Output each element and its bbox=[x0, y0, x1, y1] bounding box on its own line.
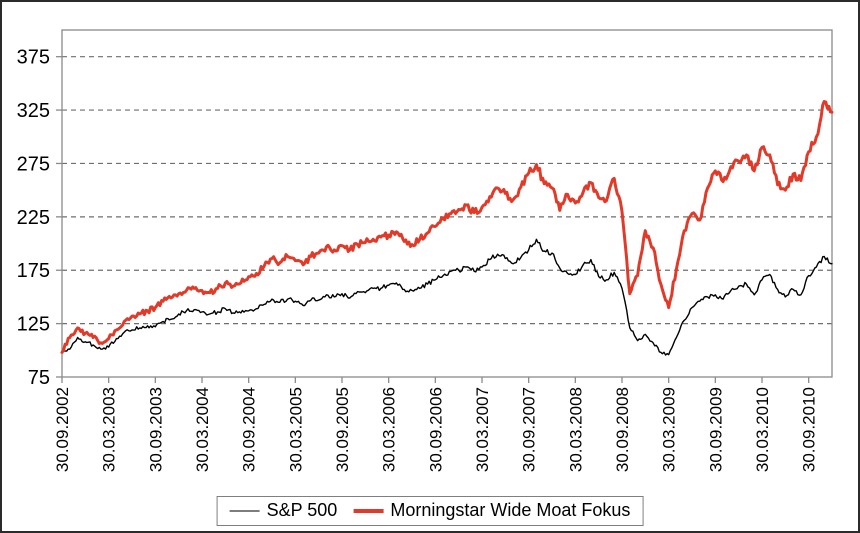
y-tick-label: 325 bbox=[17, 100, 50, 122]
x-tick-label: 30.03.2004 bbox=[193, 387, 212, 472]
y-tick-label: 75 bbox=[28, 367, 50, 389]
x-tick-label: 30.03.2003 bbox=[100, 387, 119, 472]
x-tick-label: 30.03.2005 bbox=[286, 387, 305, 472]
legend-label-sp500: S&P 500 bbox=[266, 500, 338, 520]
x-tick-label: 30.09.2005 bbox=[333, 387, 352, 472]
y-tick-label: 375 bbox=[17, 47, 50, 69]
legend-label-moat: Morningstar Wide Moat Fokus bbox=[390, 500, 631, 520]
legend-item-sp500: S&P 500 bbox=[229, 500, 338, 521]
y-tick-label: 275 bbox=[17, 153, 50, 175]
moat-line bbox=[60, 100, 834, 354]
x-tick-label: 30.03.2008 bbox=[566, 387, 585, 472]
x-tick-label: 30.03.2006 bbox=[380, 387, 399, 472]
sp500-line-sample-icon bbox=[229, 509, 260, 512]
x-tick-label: 30.03.2010 bbox=[753, 387, 772, 472]
sp500-line bbox=[61, 238, 833, 356]
y-tick-label: 125 bbox=[17, 314, 50, 336]
x-tick-label: 30.09.2010 bbox=[800, 387, 819, 472]
x-tick-label: 30.09.2009 bbox=[706, 387, 725, 472]
y-tick-label: 225 bbox=[17, 207, 50, 229]
x-tick-label: 30.09.2007 bbox=[520, 387, 539, 472]
x-tick-label: 30.03.2009 bbox=[660, 387, 679, 472]
y-tick-label: 175 bbox=[17, 260, 50, 282]
x-tick-label: 30.09.2003 bbox=[146, 387, 165, 472]
x-tick-label: 30.09.2002 bbox=[53, 387, 72, 472]
x-tick-label: 30.03.2007 bbox=[473, 387, 492, 472]
plot-border bbox=[61, 29, 833, 378]
x-tick-label: 30.09.2004 bbox=[240, 387, 259, 472]
x-tick-label: 30.09.2008 bbox=[613, 387, 632, 472]
legend: S&P 500 Morningstar Wide Moat Fokus bbox=[216, 496, 644, 526]
moat-line-sample-icon bbox=[353, 508, 384, 513]
legend-item-moat: Morningstar Wide Moat Fokus bbox=[353, 500, 630, 521]
x-tick-label: 30.09.2006 bbox=[426, 387, 445, 472]
